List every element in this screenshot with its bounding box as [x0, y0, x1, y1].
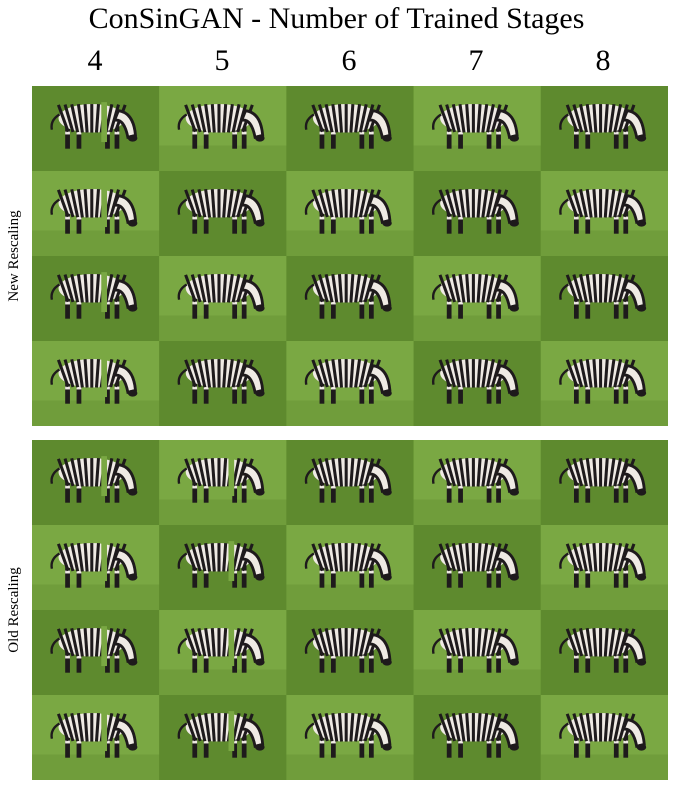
zebra-thumbnail: [159, 695, 287, 780]
panel-label-new-rescaling: New Rescaling: [6, 210, 22, 302]
zebra-thumbnail: [413, 440, 541, 525]
zebra-thumbnail: [32, 171, 160, 256]
zebra-thumbnail: [540, 341, 668, 426]
zebra-thumbnail: [32, 86, 160, 171]
column-label-4: 4: [87, 44, 103, 77]
column-labels: 4 5 6 7 8: [32, 44, 668, 78]
zebra-thumbnail: [540, 525, 668, 610]
zebra-thumbnail: [286, 440, 414, 525]
zebra-thumbnail: [159, 256, 287, 341]
zebra-thumbnail: [286, 171, 414, 256]
image-grid-old-rescaling: [32, 440, 668, 780]
zebra-thumbnail: [413, 256, 541, 341]
zebra-thumbnail: [540, 440, 668, 525]
zebra-thumbnail: [413, 695, 541, 780]
zebra-thumbnail: [286, 86, 414, 171]
zebra-thumbnail: [286, 695, 414, 780]
zebra-thumbnail: [286, 256, 414, 341]
zebra-thumbnail: [159, 341, 287, 426]
zebra-thumbnail: [413, 525, 541, 610]
figure-title: ConSinGAN - Number of Trained Stages: [88, 2, 585, 35]
zebra-thumbnail: [32, 256, 160, 341]
zebra-thumbnail: [32, 525, 160, 610]
zebra-thumbnail: [32, 341, 160, 426]
zebra-thumbnail: [159, 440, 287, 525]
zebra-thumbnail: [413, 86, 541, 171]
zebra-thumbnail: [159, 171, 287, 256]
zebra-thumbnail: [32, 440, 160, 525]
zebra-thumbnail: [413, 610, 541, 695]
panel-label-old-rescaling: Old Rescaling: [6, 567, 22, 653]
zebra-thumbnail: [159, 86, 287, 171]
zebra-thumbnail: [540, 86, 668, 171]
zebra-thumbnail: [32, 695, 160, 780]
zebra-thumbnail: [413, 171, 541, 256]
zebra-thumbnail: [540, 256, 668, 341]
zebra-thumbnail: [540, 610, 668, 695]
zebra-thumbnail: [413, 341, 541, 426]
column-label-6: 6: [341, 44, 357, 77]
panel-new-rescaling: [32, 86, 668, 426]
column-label-5: 5: [214, 44, 230, 77]
zebra-thumbnail: [286, 341, 414, 426]
zebra-thumbnail: [159, 610, 287, 695]
image-grid-new-rescaling: [32, 86, 668, 426]
zebra-thumbnail: [540, 695, 668, 780]
panel-old-rescaling: [32, 440, 668, 780]
zebra-thumbnail: [286, 525, 414, 610]
column-label-8: 8: [595, 44, 611, 77]
zebra-thumbnail: [159, 525, 287, 610]
zebra-thumbnail: [32, 610, 160, 695]
zebra-thumbnail: [286, 610, 414, 695]
zebra-thumbnail: [540, 171, 668, 256]
column-label-7: 7: [468, 44, 484, 77]
